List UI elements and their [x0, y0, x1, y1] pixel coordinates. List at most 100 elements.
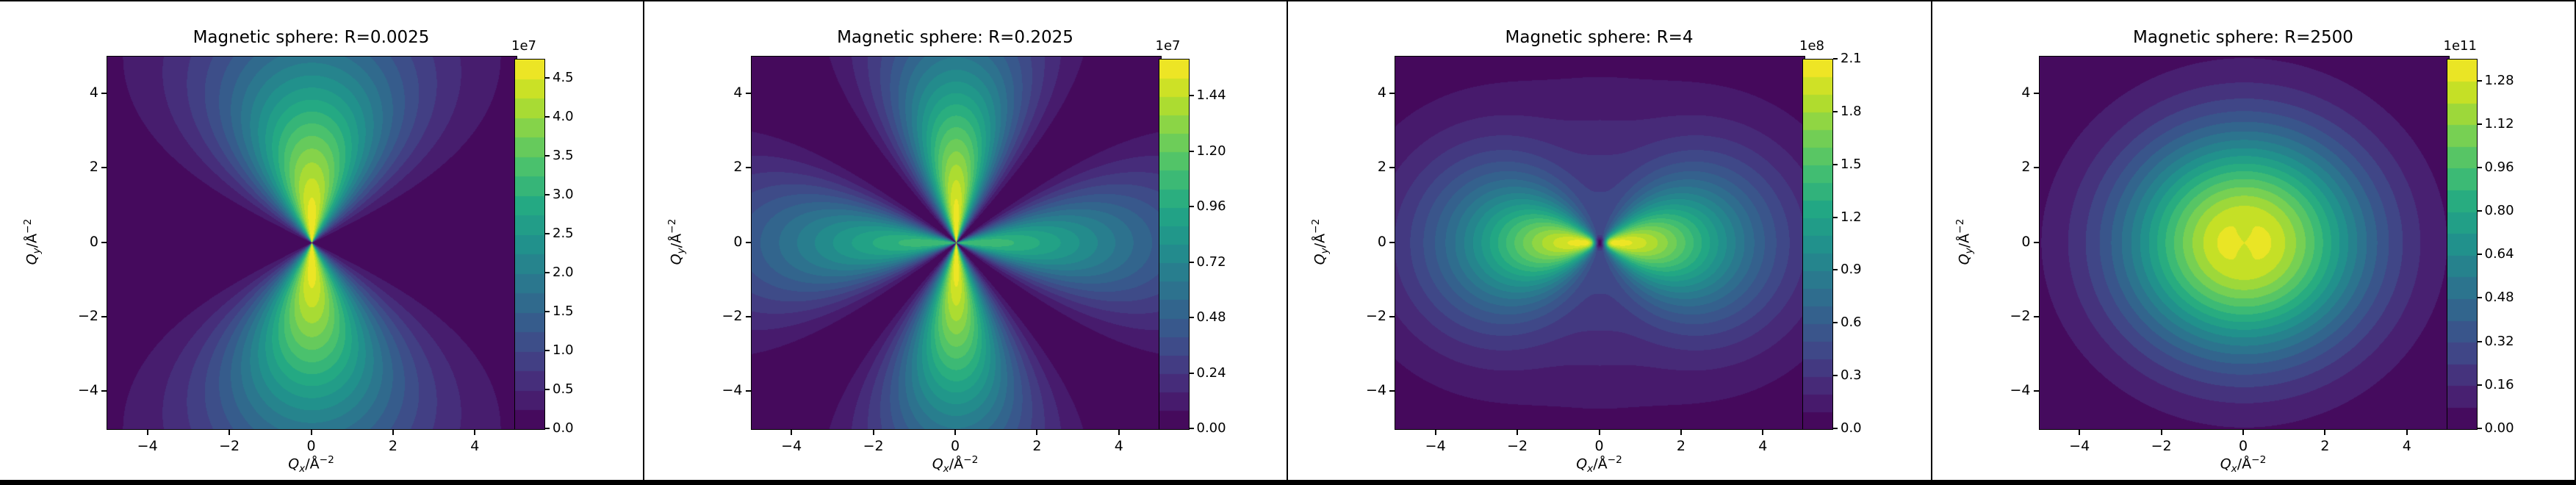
axis-unit: Å: [2242, 456, 2252, 473]
colorbar-tick-label: 2.0: [553, 265, 574, 281]
y-tick-label: 2: [733, 159, 743, 176]
y-axis-label: Qy/Å−2: [1954, 219, 1974, 265]
colorbar-tick-label: 0.00: [1196, 420, 1226, 436]
colorbar-tick-mark: [1189, 95, 1194, 97]
x-tick-label: −2: [1507, 438, 1528, 454]
colorbar-tick-label: 0.6: [1841, 315, 1862, 331]
colorbar-tick-mark: [2477, 428, 2482, 429]
x-tick-label: 2: [1676, 438, 1685, 454]
colorbar-tick-label: 0.24: [1196, 364, 1226, 381]
colorbar-tick-mark: [2477, 123, 2482, 125]
colorbar-tick-mark: [545, 233, 550, 235]
y-tick-mark: [2033, 167, 2039, 169]
x-tick-mark: [1434, 430, 1436, 435]
colorbar-tick-label: 4.0: [553, 109, 574, 125]
colorbar-tick-label: 3.5: [553, 148, 574, 164]
colorbar-tick-label: 1.20: [1196, 143, 1226, 159]
colorbar-canvas: [515, 60, 544, 429]
y-tick-label: −2: [722, 307, 743, 324]
axis-symbol: Q: [1576, 456, 1588, 473]
contour-axes: [750, 56, 1162, 430]
colorbar-canvas: [1803, 60, 1832, 429]
x-tick-label: −4: [781, 438, 802, 454]
y-tick-label: 2: [2021, 159, 2031, 176]
colorbar-tick-label: 2.5: [553, 226, 574, 242]
colorbar-tick-mark: [545, 155, 550, 157]
axis-slash: /: [24, 242, 40, 248]
y-tick-mark: [1389, 390, 1395, 392]
y-tick-label: 2: [89, 159, 98, 176]
plot-title: Magnetic sphere: R=0.2025: [837, 28, 1073, 47]
colorbar-exponent: 1e8: [1799, 38, 1824, 54]
colorbar-tick-mark: [545, 311, 550, 313]
x-tick-mark: [2079, 430, 2081, 435]
colorbar-tick-mark: [2477, 166, 2482, 168]
plot-title: Magnetic sphere: R=0.0025: [193, 28, 430, 47]
x-tick-mark: [310, 430, 312, 435]
colorbar-tick-label: 1.12: [2484, 115, 2514, 132]
y-tick-label: −4: [1365, 382, 1386, 399]
colorbar-tick-mark: [1833, 269, 1838, 271]
axis-unit: Å: [1597, 456, 1608, 473]
colorbar-tick-mark: [1833, 110, 1838, 112]
x-tick-mark: [1517, 430, 1519, 435]
x-tick-mark: [1680, 430, 1682, 435]
colorbar-tick-mark: [2477, 384, 2482, 386]
axis-slash: /: [1593, 456, 1598, 473]
colorbar-tick-mark: [2477, 254, 2482, 256]
colorbar: [2446, 59, 2478, 430]
axis-subscript: x: [1587, 463, 1594, 475]
colorbar-tick-mark: [1833, 216, 1838, 218]
colorbar-tick-mark: [1189, 206, 1194, 208]
y-axis-label: Qy/Å−2: [1310, 219, 1331, 265]
contour-plot-canvas: [751, 57, 1161, 429]
colorbar-tick-mark: [1833, 58, 1838, 60]
axis-subscript: y: [674, 248, 687, 254]
x-tick-label: 2: [1032, 438, 1042, 454]
y-tick-mark: [1389, 241, 1395, 243]
y-tick-mark: [2033, 241, 2039, 243]
axis-symbol: Q: [2220, 456, 2231, 473]
colorbar-tick-label: 1.5: [553, 303, 574, 320]
x-tick-label: −2: [219, 438, 240, 454]
colorbar-tick-mark: [1189, 428, 1194, 429]
colorbar-tick-label: 0.48: [1196, 309, 1226, 326]
axis-subscript: x: [2231, 463, 2237, 475]
colorbar-tick-label: 0.32: [2484, 333, 2514, 349]
axis-slash: /: [2237, 456, 2242, 473]
colorbar-tick-label: 0.80: [2484, 203, 2514, 219]
y-tick-label: 0: [2021, 233, 2031, 250]
colorbar-tick-mark: [2477, 297, 2482, 299]
x-tick-label: 4: [2402, 438, 2411, 454]
x-axis-label: Qx/Å−2: [2039, 454, 2448, 475]
y-tick-mark: [2033, 390, 2039, 392]
axis-symbol: Q: [932, 456, 943, 473]
plot-title: Magnetic sphere: R=4: [1505, 28, 1694, 47]
x-tick-label: 0: [306, 438, 316, 454]
colorbar-tick-mark: [1189, 261, 1194, 263]
y-tick-label: −2: [2010, 307, 2031, 324]
axis-unit: Å: [667, 233, 684, 243]
x-axis-label: Qx/Å−2: [1395, 454, 1804, 475]
colorbar-tick-mark: [1189, 372, 1194, 374]
x-tick-mark: [2406, 430, 2408, 435]
axis-exponent: −2: [319, 454, 334, 466]
x-tick-label: 0: [1594, 438, 1604, 454]
panel-r0.2025: Magnetic sphere: R=0.2025 1e7 Qx/Å−2 Qy/…: [644, 1, 1287, 480]
colorbar-exponent: 1e11: [2443, 38, 2477, 54]
y-tick-label: 2: [1377, 159, 1386, 176]
colorbar-tick-label: 1.0: [553, 342, 574, 359]
y-tick-mark: [745, 167, 751, 169]
axis-unit: Å: [1955, 233, 1972, 243]
x-tick-label: −4: [137, 438, 158, 454]
x-tick-mark: [2324, 430, 2326, 435]
axis-subscript: y: [1319, 248, 1331, 254]
x-tick-mark: [392, 430, 394, 435]
colorbar-tick-mark: [545, 389, 550, 391]
y-tick-mark: [101, 92, 107, 94]
axis-subscript: x: [299, 463, 306, 475]
x-tick-mark: [1762, 430, 1764, 435]
axis-subscript: x: [943, 463, 949, 475]
x-tick-label: −2: [2151, 438, 2172, 454]
x-axis-label: Qx/Å−2: [107, 454, 516, 475]
